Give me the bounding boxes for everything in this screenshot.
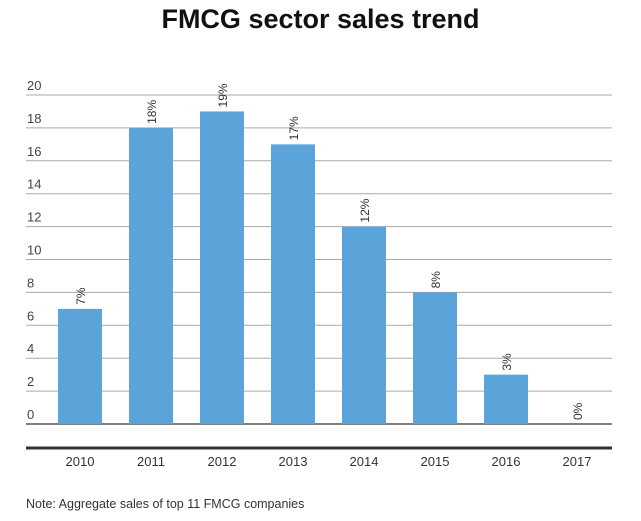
bar	[271, 144, 315, 424]
bar	[413, 292, 457, 424]
x-tick-label: 2012	[208, 454, 237, 469]
y-tick-label: 16	[27, 144, 41, 159]
chart-note: Note: Aggregate sales of top 11 FMCG com…	[26, 497, 305, 511]
data-label: 12%	[358, 198, 372, 222]
x-tick-label: 2010	[66, 454, 95, 469]
data-label: 7%	[74, 287, 88, 305]
data-label: 17%	[287, 116, 301, 140]
bar	[200, 111, 244, 424]
chart-title: FMCG sector sales trend	[161, 4, 480, 34]
x-tick-label: 2017	[563, 454, 592, 469]
data-label: 19%	[216, 83, 230, 107]
x-tick-label: 2016	[492, 454, 521, 469]
bar	[342, 226, 386, 424]
x-tick-label: 2011	[137, 454, 165, 469]
bar	[129, 127, 173, 425]
y-tick-label: 8	[27, 275, 34, 290]
y-tick-label: 4	[27, 341, 34, 356]
y-tick-label: 14	[27, 177, 41, 192]
y-tick-label: 18	[27, 111, 41, 126]
y-tick-label: 0	[27, 407, 34, 422]
y-tick-label: 6	[27, 308, 34, 323]
bar	[484, 374, 528, 424]
y-tick-label: 2	[27, 374, 34, 389]
y-tick-label: 20	[27, 78, 41, 93]
y-tick-label: 12	[27, 210, 41, 225]
y-tick-label: 10	[27, 243, 41, 258]
data-label: 0%	[571, 402, 585, 420]
data-label: 8%	[429, 271, 443, 289]
data-label: 18%	[145, 100, 159, 124]
x-tick-label: 2013	[279, 454, 308, 469]
x-tick-label: 2014	[350, 454, 379, 469]
x-tick-label: 2015	[421, 454, 450, 469]
bar	[58, 308, 102, 424]
data-label: 3%	[500, 353, 514, 371]
